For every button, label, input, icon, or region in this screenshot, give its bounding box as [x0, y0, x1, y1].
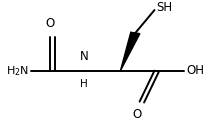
Text: O: O	[133, 108, 142, 121]
Text: H: H	[80, 79, 88, 89]
Text: H$_2$N: H$_2$N	[6, 64, 29, 78]
Text: OH: OH	[186, 64, 204, 77]
Polygon shape	[120, 32, 140, 71]
Text: SH: SH	[157, 1, 173, 14]
Text: O: O	[46, 17, 55, 30]
Text: N: N	[80, 50, 89, 63]
